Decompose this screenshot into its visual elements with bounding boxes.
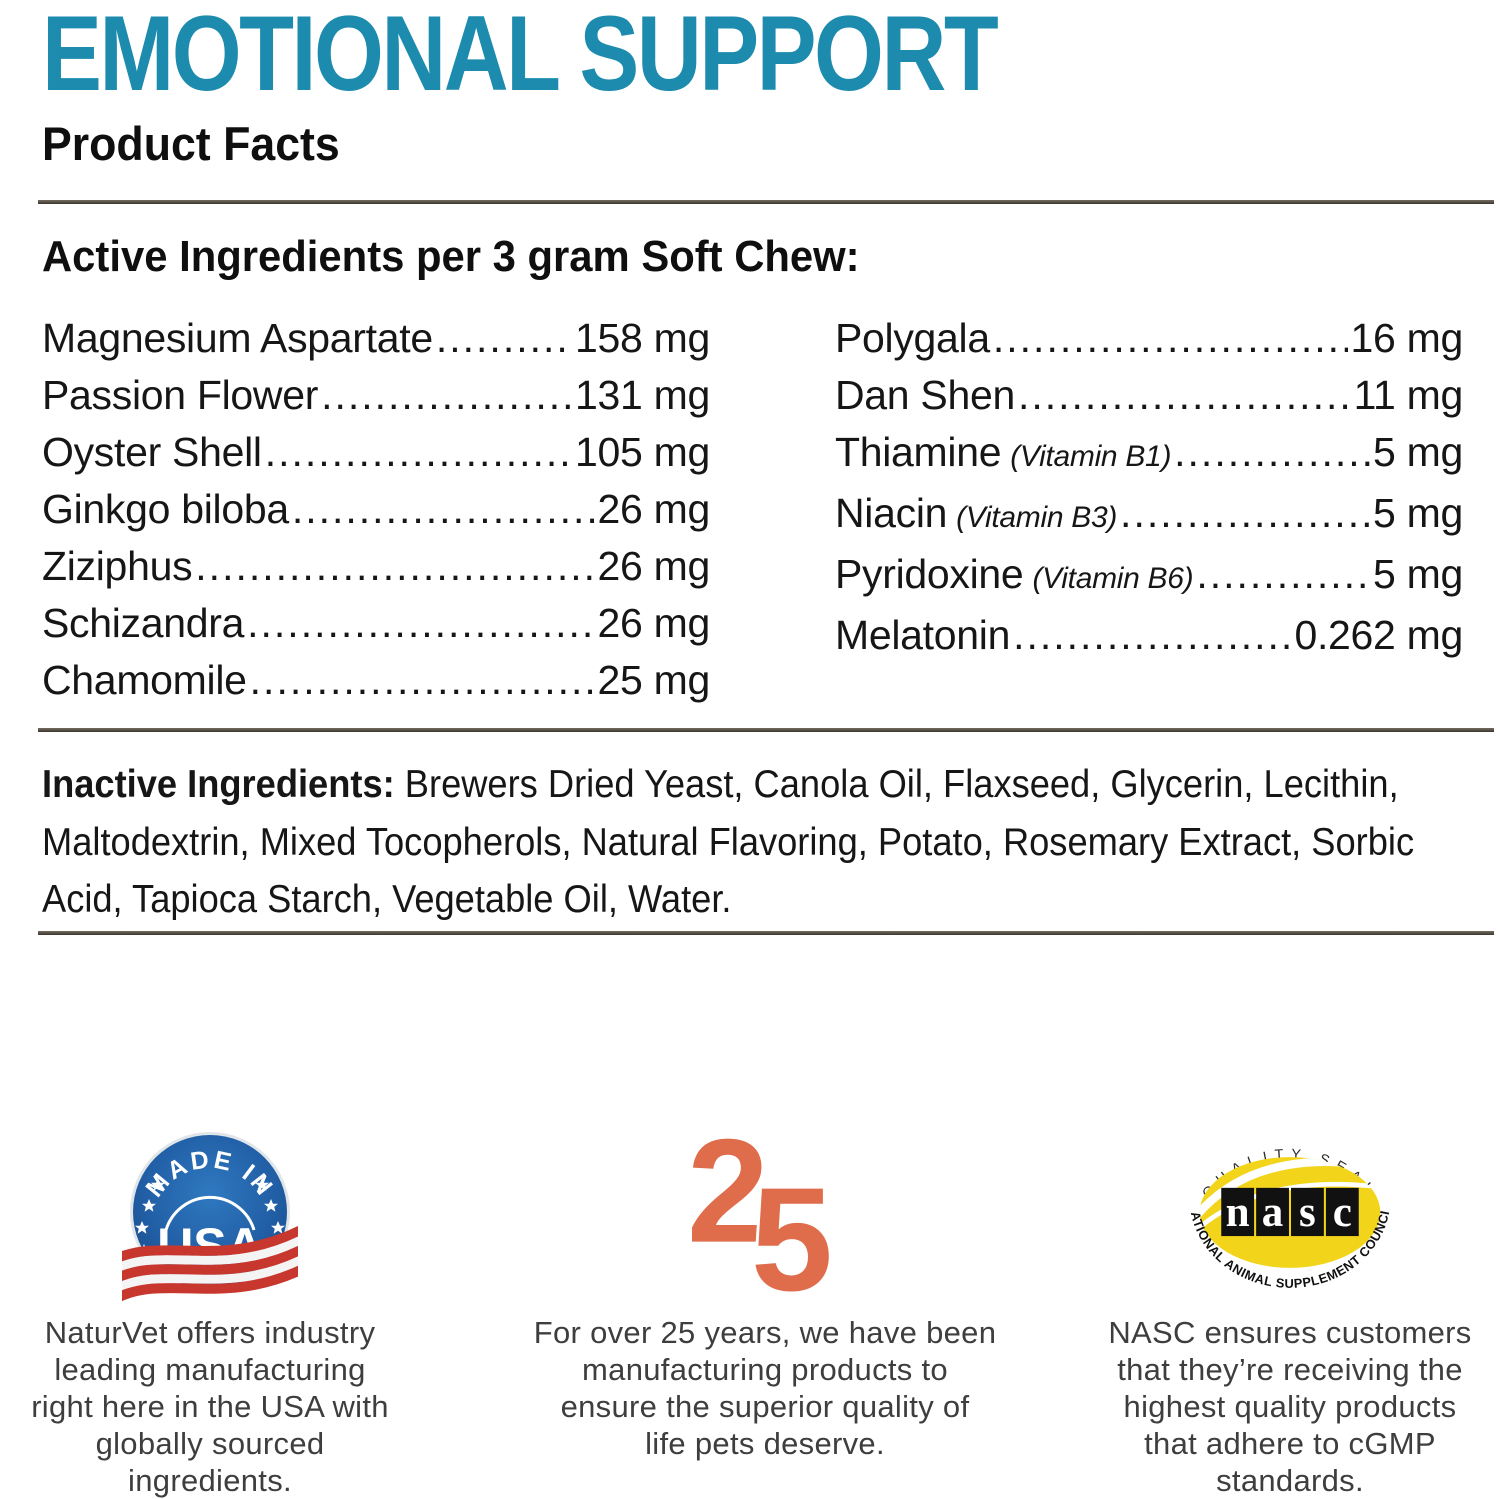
inactive-label: Inactive Ingredients:: [42, 763, 395, 806]
digit-5: 5: [751, 1158, 833, 1298]
ingredient-amount: 5 mg: [1373, 551, 1463, 597]
ingredient-amount: 131 mg: [575, 372, 710, 418]
ingredient-amount: 26 mg: [597, 543, 711, 589]
ingredient-amount: 16 mg: [1350, 315, 1464, 361]
ingredient-amount: 158 mg: [575, 315, 710, 361]
nasc-letter: a: [1262, 1189, 1284, 1236]
divider-top: [38, 200, 1494, 204]
ingredient-name: Thiamine: [835, 429, 1002, 475]
ingredient-row: Thiamine(Vitamin B1)....................…: [835, 424, 1463, 485]
nasc-letter: c: [1333, 1189, 1352, 1236]
usa-ribbon: [122, 1225, 298, 1302]
ingredient-amount: 5 mg: [1373, 490, 1463, 536]
ingredient-name: Polygala: [835, 315, 990, 361]
ingredient-row: Pyridoxine(Vitamin B6)..................…: [835, 546, 1463, 607]
ingredient-name: Ziziphus: [42, 543, 193, 589]
ingredient-row: Dan Shen................................…: [835, 367, 1463, 424]
ingredient-amount: 105 mg: [575, 429, 710, 475]
leader-dots: ........................................…: [1196, 551, 1371, 597]
leader-dots: ........................................…: [249, 657, 595, 703]
ingredient-note: (Vitamin B6): [1032, 562, 1194, 595]
ingredient-name: Passion Flower: [42, 372, 319, 418]
ingredient-amount: 11 mg: [1353, 372, 1464, 418]
ingredient-row: Ziziphus................................…: [42, 538, 710, 595]
page-title: EMOTIONAL SUPPORT: [42, 0, 999, 113]
nasc-letter: s: [1299, 1189, 1316, 1236]
ingredient-name: Pyridoxine: [835, 551, 1024, 597]
active-left-column: Magnesium Aspartate.....................…: [42, 310, 710, 709]
nasc-letter: n: [1226, 1189, 1250, 1236]
leader-dots: ........................................…: [992, 315, 1348, 361]
leader-dots: ........................................…: [1174, 429, 1371, 475]
leader-dots: ........................................…: [1120, 490, 1370, 536]
ingredient-name: Niacin: [835, 490, 948, 536]
leader-dots: ........................................…: [264, 429, 573, 475]
made-in-usa-caption: NaturVet offers industry leading manufac…: [31, 1315, 389, 1498]
leader-dots: ........................................…: [291, 486, 595, 532]
ingredient-row: Niacin(Vitamin B3)......................…: [835, 485, 1463, 546]
ingredient-row: Melatonin...............................…: [835, 607, 1463, 664]
nasc-caption: NASC ensures customers that they’re rece…: [1108, 1315, 1472, 1498]
ingredient-note: (Vitamin B1): [1010, 440, 1172, 473]
leader-dots: ........................................…: [247, 600, 595, 646]
ingredient-amount: 26 mg: [597, 486, 711, 532]
ingredient-note: (Vitamin B3): [956, 501, 1118, 534]
ingredient-name: Schizandra: [42, 600, 245, 646]
ingredient-row: Ginkgo biloba...........................…: [42, 481, 710, 538]
inactive-ingredients-paragraph: Inactive Ingredients: Brewers Dried Yeas…: [42, 756, 1414, 929]
usa-ring-arc: [164, 1196, 256, 1231]
inactive-line: Inactive Ingredients: Brewers Dried Yeas…: [42, 756, 1414, 814]
active-ingredients-table: Magnesium Aspartate.....................…: [42, 310, 1463, 709]
ingredient-row: Chamomile...............................…: [42, 652, 710, 709]
ingredient-amount: 5 mg: [1373, 429, 1463, 475]
digit-2: 2: [687, 1126, 769, 1274]
ingredient-amount: 25 mg: [597, 657, 711, 703]
25-years-logo: 2 5: [685, 1126, 836, 1298]
active-right-column: Polygala................................…: [835, 310, 1463, 709]
ingredient-row: Passion Flower..........................…: [42, 367, 710, 424]
ingredient-name: Melatonin: [835, 612, 1011, 658]
ingredient-name: Chamomile: [42, 657, 247, 703]
leader-dots: ........................................…: [195, 543, 595, 589]
ingredient-row: Oyster Shell............................…: [42, 424, 710, 481]
25-years-caption: For over 25 years, we have been manufact…: [533, 1315, 997, 1461]
ingredient-name: Oyster Shell: [42, 429, 262, 475]
divider-middle: [38, 728, 1494, 732]
active-ingredients-heading: Active Ingredients per 3 gram Soft Chew:: [42, 232, 860, 281]
ingredient-row: Magnesium Aspartate.....................…: [42, 310, 710, 367]
made-in-usa-section: MADE IN USA: [0, 1126, 430, 1499]
made-in-usa-seal: MADE IN USA: [122, 1132, 298, 1302]
ingredient-name: Dan Shen: [835, 372, 1015, 418]
ingredient-name: Ginkgo biloba: [42, 486, 289, 532]
leader-dots: ........................................…: [1013, 612, 1291, 658]
leader-dots: ........................................…: [1017, 372, 1351, 418]
ingredient-row: Polygala................................…: [835, 310, 1463, 367]
inactive-line: Acid, Tapioca Starch, Vegetable Oil, Wat…: [42, 878, 732, 921]
ingredient-amount: 26 mg: [597, 600, 711, 646]
made-in-usa-badge-icon: MADE IN USA: [122, 1126, 298, 1314]
inactive-line: Maltodextrin, Mixed Tocopherols, Natural…: [42, 820, 1415, 864]
ingredient-row: Schizandra..............................…: [42, 595, 710, 652]
leader-dots: ........................................…: [321, 372, 572, 418]
divider-bottom: [38, 931, 1494, 935]
product-facts-heading: Product Facts: [42, 117, 340, 170]
leader-dots: ........................................…: [435, 315, 572, 361]
inactive-text: Brewers Dried Yeast, Canola Oil, Flaxsee…: [394, 763, 1399, 806]
ingredient-name: Magnesium Aspartate: [42, 315, 433, 361]
25-years-logo-icon: 2 5: [685, 1126, 845, 1314]
nasc-letter-boxes: [1221, 1187, 1359, 1237]
ingredient-amount: 0.262 mg: [1294, 612, 1463, 658]
25-years-section: 2 5 For over 25 years, we have been manu…: [455, 1126, 1075, 1462]
